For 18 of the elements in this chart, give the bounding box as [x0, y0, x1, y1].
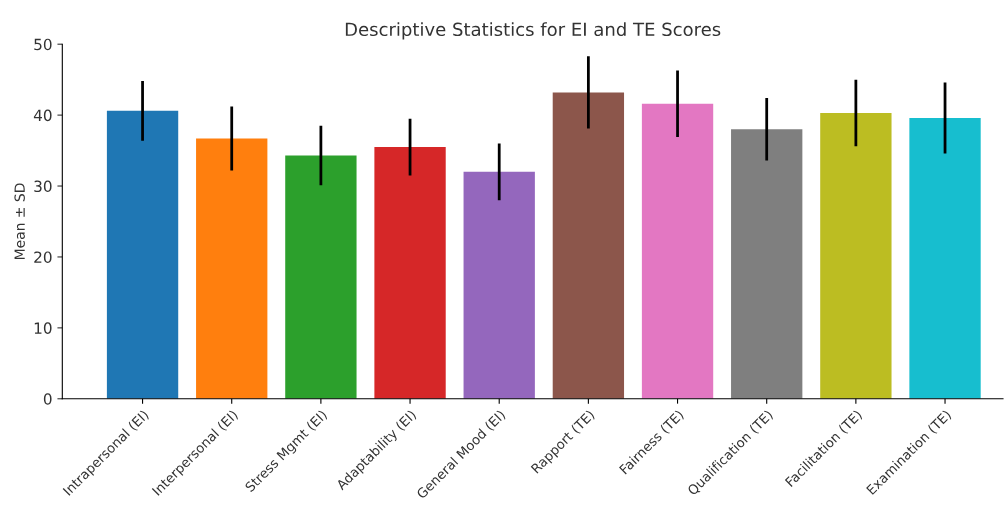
y-tick-label: 20 [34, 251, 52, 263]
bar [285, 155, 357, 399]
y-tick-label: 10 [34, 322, 52, 334]
y-tick-label: 40 [33, 109, 52, 122]
bar [196, 138, 268, 399]
bar [463, 171, 535, 399]
y-tick-label: 0 [43, 393, 52, 405]
bar [820, 112, 892, 399]
bar [641, 103, 714, 399]
bar [106, 110, 179, 399]
y-tick-label: 30 [34, 180, 52, 193]
chart-title: Descriptive Statistics for EI and TE Scores [345, 22, 721, 40]
bar [552, 92, 625, 399]
y-axis-title: Mean ± SD [14, 183, 25, 260]
y-tick-label: 50 [34, 38, 52, 51]
bar [374, 147, 446, 399]
bar [731, 129, 803, 399]
bar [909, 117, 981, 399]
